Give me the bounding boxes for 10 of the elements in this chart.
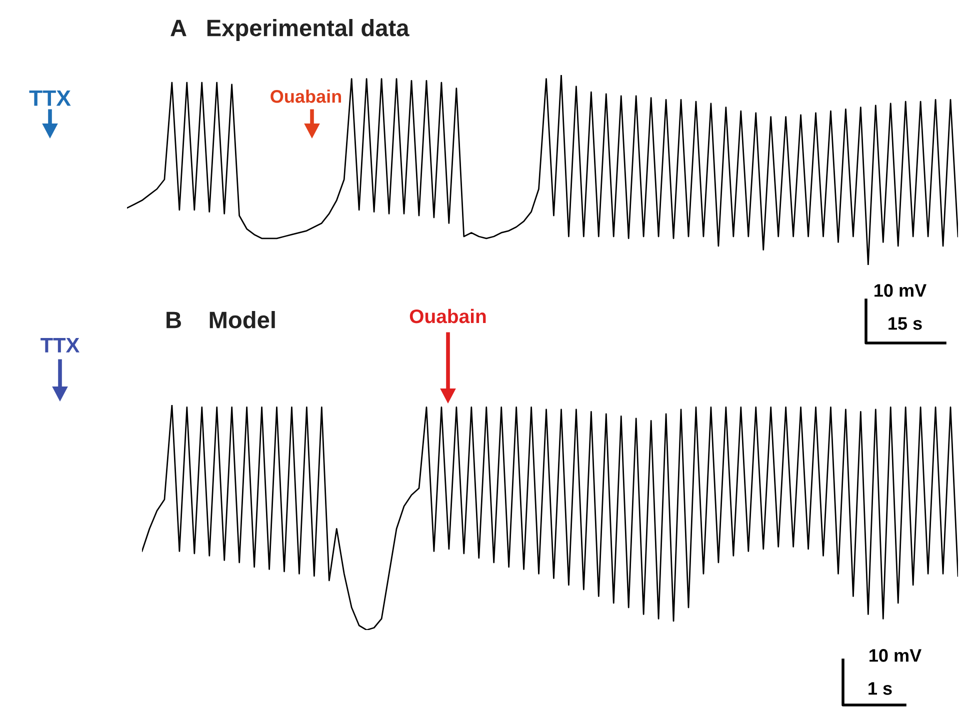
text: TTX [40,338,80,352]
chart-title: B Model [166,310,275,328]
text: 10 mV [874,284,926,297]
text: 10 mV [870,649,922,662]
text: 15 s [888,317,922,330]
annotation: Ouabain [270,90,341,103]
text: Ouabain [410,308,486,324]
text: 1 s [868,682,892,695]
text: TTX [29,90,71,106]
chart-title: A Experimental data [170,18,410,42]
